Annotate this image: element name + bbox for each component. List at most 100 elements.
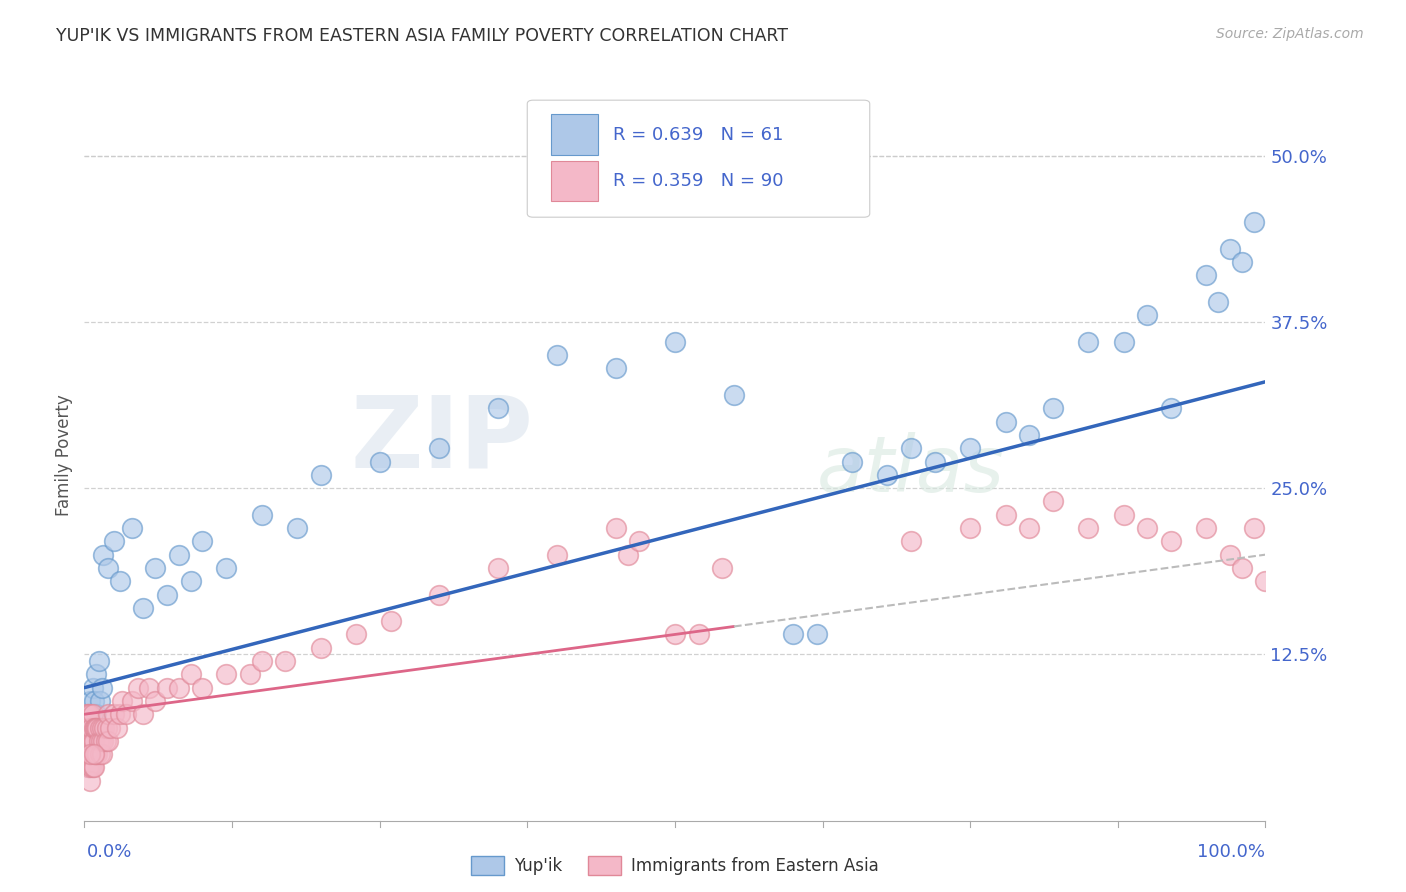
Point xyxy=(1243,215,1265,229)
Point xyxy=(309,467,332,482)
Point xyxy=(1136,521,1159,535)
Point xyxy=(94,734,117,748)
Point xyxy=(616,548,638,562)
Text: 0.0%: 0.0% xyxy=(87,843,132,861)
Point xyxy=(841,454,863,468)
Point xyxy=(876,467,898,482)
Point xyxy=(546,548,568,562)
Point xyxy=(79,747,101,761)
Point xyxy=(427,442,450,456)
Point xyxy=(688,627,710,641)
Point xyxy=(75,721,97,735)
Legend: Yup'ik, Immigrants from Eastern Asia: Yup'ik, Immigrants from Eastern Asia xyxy=(464,849,886,882)
Text: R = 0.359   N = 90: R = 0.359 N = 90 xyxy=(613,171,785,190)
Point xyxy=(427,588,450,602)
Point xyxy=(114,707,136,722)
Point xyxy=(546,348,568,362)
Point xyxy=(143,561,166,575)
Point xyxy=(959,521,981,535)
Point xyxy=(167,548,190,562)
FancyBboxPatch shape xyxy=(527,100,870,218)
Point xyxy=(486,561,509,575)
Point xyxy=(97,734,120,748)
Point xyxy=(1112,508,1135,522)
Point xyxy=(79,773,101,788)
Point xyxy=(132,600,155,615)
Point xyxy=(93,721,115,735)
FancyBboxPatch shape xyxy=(551,114,598,154)
Point xyxy=(77,747,100,761)
Point xyxy=(79,747,101,761)
Point xyxy=(89,747,111,761)
Point xyxy=(1077,521,1099,535)
Point xyxy=(132,707,155,722)
Point xyxy=(250,654,273,668)
Point xyxy=(1018,428,1040,442)
Point xyxy=(91,747,114,761)
Point xyxy=(900,534,922,549)
Point xyxy=(1230,255,1253,269)
Point xyxy=(84,721,107,735)
Point xyxy=(994,508,1017,522)
Point xyxy=(75,734,97,748)
Point xyxy=(1112,334,1135,349)
Point xyxy=(1206,295,1229,310)
Point xyxy=(1136,308,1159,322)
Point xyxy=(121,521,143,535)
Point xyxy=(82,681,104,695)
Point xyxy=(1219,548,1241,562)
Point xyxy=(76,747,98,761)
Point xyxy=(711,561,734,575)
Point xyxy=(1077,334,1099,349)
Point xyxy=(80,734,103,748)
Point xyxy=(180,667,202,681)
Point xyxy=(121,694,143,708)
Point xyxy=(77,707,100,722)
Point xyxy=(77,747,100,761)
Point xyxy=(77,734,100,748)
Point xyxy=(191,681,214,695)
Point xyxy=(83,721,105,735)
Point xyxy=(138,681,160,695)
Point xyxy=(98,721,121,735)
Text: YUP'IK VS IMMIGRANTS FROM EASTERN ASIA FAMILY POVERTY CORRELATION CHART: YUP'IK VS IMMIGRANTS FROM EASTERN ASIA F… xyxy=(56,27,789,45)
Point xyxy=(1195,521,1218,535)
Point xyxy=(77,760,100,774)
Point xyxy=(111,694,134,708)
Point xyxy=(76,747,98,761)
Point xyxy=(1042,401,1064,416)
Point xyxy=(77,707,100,722)
Point xyxy=(77,721,100,735)
Point xyxy=(97,561,120,575)
Point xyxy=(806,627,828,641)
Point xyxy=(84,667,107,681)
Point xyxy=(80,721,103,735)
Point xyxy=(76,734,98,748)
Text: R = 0.639   N = 61: R = 0.639 N = 61 xyxy=(613,126,783,144)
Point xyxy=(82,760,104,774)
Text: Source: ZipAtlas.com: Source: ZipAtlas.com xyxy=(1216,27,1364,41)
Point xyxy=(80,707,103,722)
Point xyxy=(664,627,686,641)
Point xyxy=(87,734,110,748)
Point xyxy=(84,721,107,735)
Point xyxy=(82,707,104,722)
Point xyxy=(77,760,100,774)
Point xyxy=(108,707,131,722)
Point xyxy=(84,747,107,761)
Point xyxy=(1160,534,1182,549)
Point xyxy=(1018,521,1040,535)
Point xyxy=(82,734,104,748)
Point xyxy=(107,721,129,735)
Y-axis label: Family Poverty: Family Poverty xyxy=(55,394,73,516)
Point xyxy=(83,734,105,748)
Point xyxy=(82,721,104,735)
Point xyxy=(380,614,402,628)
Point xyxy=(215,561,238,575)
Point xyxy=(782,627,804,641)
Point xyxy=(156,681,179,695)
Point xyxy=(89,694,111,708)
Point xyxy=(86,721,108,735)
Point xyxy=(89,721,111,735)
Point xyxy=(83,694,105,708)
